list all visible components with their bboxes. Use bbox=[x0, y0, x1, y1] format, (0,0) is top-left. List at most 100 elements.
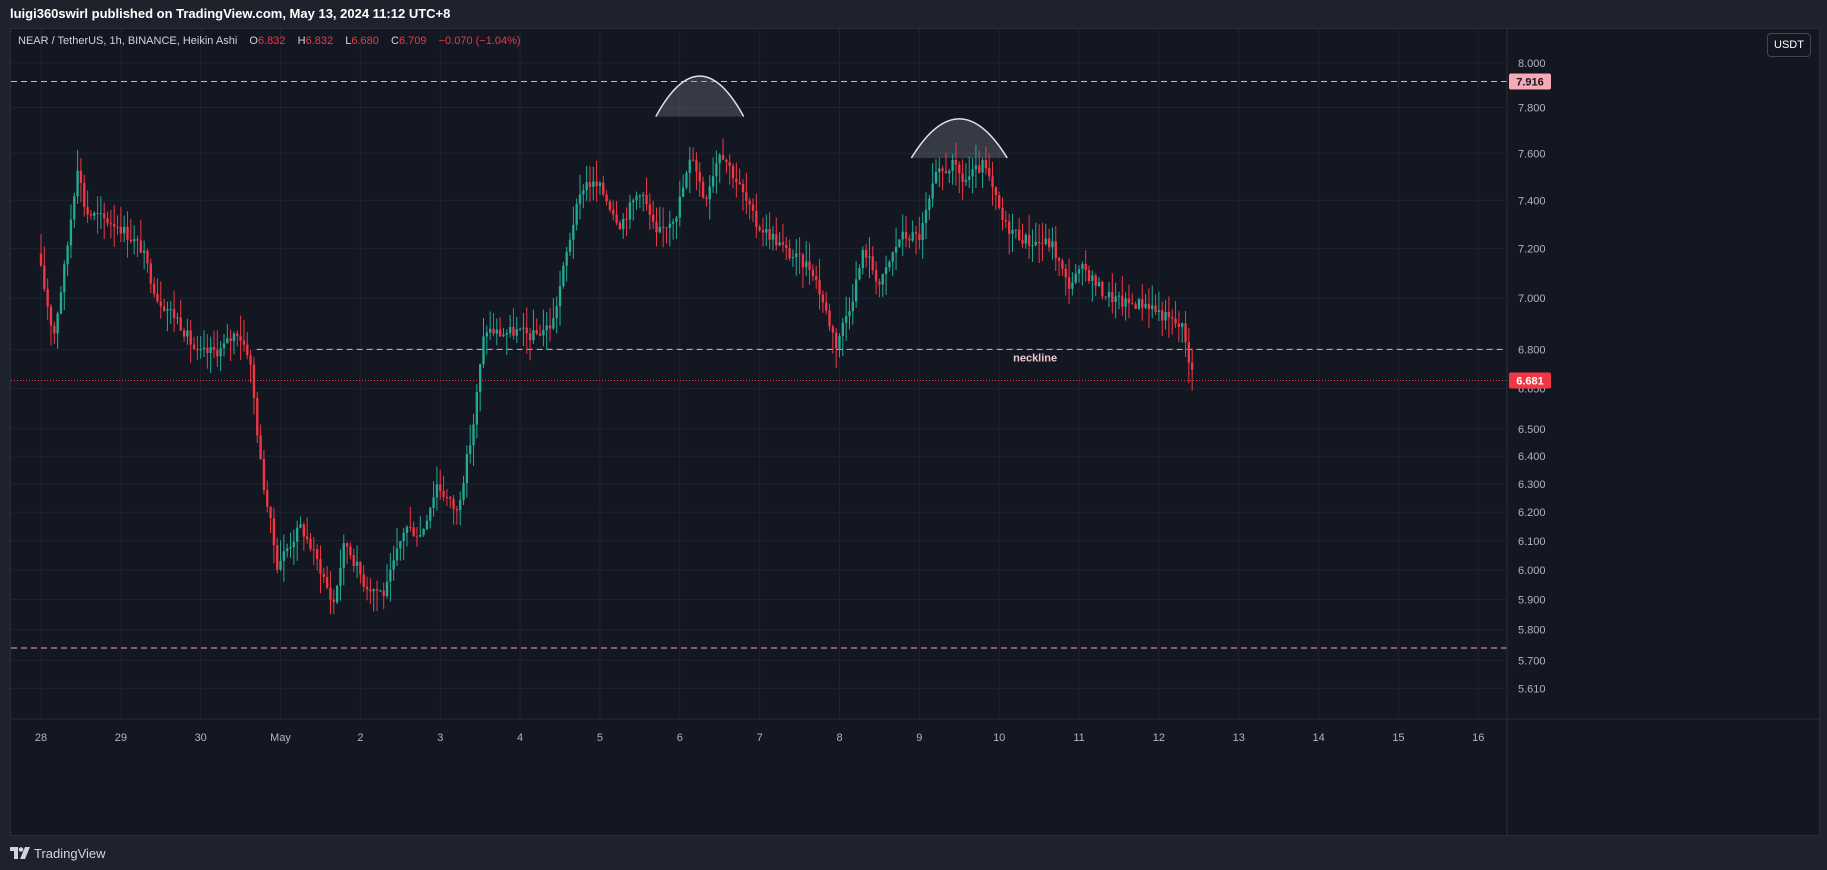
candle-body bbox=[805, 261, 808, 268]
candle-body bbox=[109, 223, 113, 225]
candle-body bbox=[798, 253, 801, 255]
candle-body bbox=[528, 333, 532, 341]
time-tick-label: 29 bbox=[115, 732, 127, 744]
price-tick-label: 6.000 bbox=[1518, 565, 1546, 577]
candle-body bbox=[106, 218, 109, 224]
candle-body bbox=[369, 589, 372, 592]
candle-body bbox=[745, 192, 748, 201]
candle-body bbox=[612, 209, 615, 215]
candle-body bbox=[585, 182, 588, 191]
candle-body bbox=[156, 293, 159, 302]
candle-body bbox=[1164, 311, 1167, 321]
price-chart[interactable]: neckline 8.000 7.800 7.600 7.400 7.200 7.000 6… bbox=[11, 29, 1819, 835]
footer: TradingView bbox=[0, 836, 1827, 870]
candle-body bbox=[535, 330, 538, 334]
candle-body bbox=[475, 391, 479, 425]
candle-body bbox=[355, 561, 359, 566]
candle-body bbox=[1064, 268, 1067, 278]
candle-body bbox=[362, 574, 365, 587]
price-tick-label: 6.800 bbox=[1518, 344, 1546, 356]
candle-body bbox=[488, 328, 492, 333]
candle-body bbox=[299, 524, 302, 528]
candle-body bbox=[1031, 245, 1034, 247]
tradingview-logo[interactable]: TradingView bbox=[10, 846, 106, 861]
symbol-legend: NEAR / TetherUS, 1h, BINANCE, Heikin Ash… bbox=[18, 35, 521, 47]
candle-body bbox=[868, 256, 871, 258]
candle-body bbox=[1014, 229, 1017, 231]
candle-body bbox=[256, 397, 259, 436]
candle-body bbox=[602, 182, 605, 195]
close-value: 6.709 bbox=[398, 35, 427, 47]
candle-body bbox=[495, 329, 498, 334]
candle-body bbox=[239, 336, 242, 341]
candle-body bbox=[306, 536, 309, 539]
price-tick-label: 6.300 bbox=[1518, 479, 1546, 491]
candle-body bbox=[1171, 317, 1174, 319]
candle-body bbox=[375, 589, 379, 591]
candle-body bbox=[1187, 342, 1191, 363]
candle-body bbox=[864, 249, 868, 258]
candle-body bbox=[725, 159, 728, 163]
candle-body bbox=[781, 242, 785, 245]
time-tick-label: 28 bbox=[35, 732, 47, 744]
candle-body bbox=[113, 223, 116, 227]
candle-body bbox=[1008, 221, 1011, 234]
candle-body bbox=[681, 187, 685, 197]
candle-body bbox=[625, 218, 628, 220]
candle-body bbox=[1024, 234, 1027, 244]
currency-button[interactable]: USDT bbox=[1767, 33, 1811, 57]
symbol-info: NEAR / TetherUS, 1h, BINANCE, Heikin Ash… bbox=[18, 35, 238, 47]
candle-body bbox=[854, 279, 858, 302]
candle-body bbox=[821, 294, 825, 303]
candle-body bbox=[874, 270, 878, 282]
candle-body bbox=[159, 301, 162, 307]
candle-body bbox=[1027, 234, 1031, 246]
tradingview-icon bbox=[10, 847, 30, 859]
candle-body bbox=[96, 213, 99, 215]
candle-body bbox=[741, 183, 745, 193]
candle-body bbox=[296, 527, 299, 542]
chart-pane[interactable]: neckline 8.000 7.800 7.600 7.400 7.200 7.000 6… bbox=[10, 28, 1820, 836]
candle-body bbox=[848, 311, 851, 317]
current-price-tag: 6.681 bbox=[1516, 375, 1544, 387]
candle-body bbox=[771, 233, 775, 240]
candle-body bbox=[791, 257, 795, 259]
price-tick-label: 7.000 bbox=[1518, 293, 1546, 305]
candle-body bbox=[99, 213, 103, 215]
candle-body bbox=[485, 332, 488, 337]
candle-body bbox=[1067, 277, 1071, 289]
price-tick-label: 5.800 bbox=[1518, 625, 1546, 637]
candle-body bbox=[988, 168, 991, 177]
candle-body bbox=[605, 194, 608, 202]
time-tick-label: 30 bbox=[195, 732, 207, 744]
candle-body bbox=[628, 202, 632, 220]
candle-body bbox=[705, 197, 708, 200]
candle-body bbox=[312, 549, 315, 551]
published-line: luigi360swirl published on TradingView.c… bbox=[10, 6, 451, 21]
candle-body bbox=[176, 317, 179, 319]
time-tick-label: 16 bbox=[1472, 732, 1484, 744]
time-tick-label: 5 bbox=[597, 732, 603, 744]
candle-body bbox=[588, 182, 592, 187]
candle-body bbox=[1047, 238, 1051, 248]
candle-body bbox=[209, 347, 212, 354]
candle-body bbox=[123, 226, 126, 234]
candle-body bbox=[778, 242, 781, 246]
candle-body bbox=[811, 269, 815, 277]
candle-body bbox=[139, 240, 142, 253]
candle-body bbox=[319, 559, 322, 574]
candle-body bbox=[884, 267, 888, 275]
candle-body bbox=[1104, 296, 1107, 298]
candle-body bbox=[1044, 238, 1047, 244]
candle-body bbox=[765, 229, 768, 233]
candle-body bbox=[309, 538, 312, 550]
candle-body bbox=[1107, 292, 1111, 298]
candle-body bbox=[938, 168, 941, 172]
candle-body bbox=[279, 560, 282, 570]
candle-body bbox=[838, 335, 841, 349]
candle-body bbox=[69, 219, 73, 246]
candle-body bbox=[878, 281, 881, 285]
candle-body bbox=[954, 160, 958, 165]
candle-body bbox=[422, 528, 425, 535]
candle-body bbox=[189, 330, 192, 345]
